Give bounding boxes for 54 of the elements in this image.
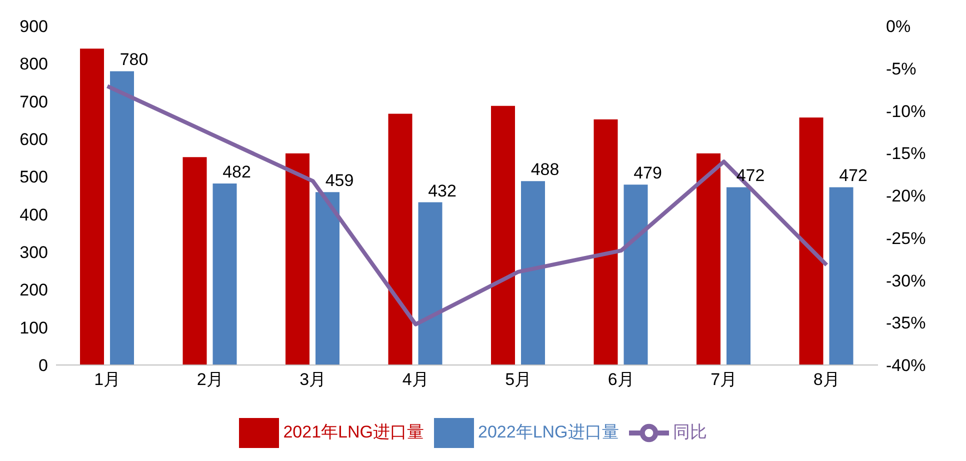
y-tick-label: 0 bbox=[38, 356, 48, 376]
x-tick-label: 2月 bbox=[196, 370, 224, 390]
line-series bbox=[105, 84, 829, 326]
y2-tick-label: -15% bbox=[886, 144, 926, 164]
x-tick-label: 1月 bbox=[94, 370, 121, 390]
y-tick-label: 500 bbox=[20, 168, 48, 187]
bar bbox=[726, 187, 750, 365]
y-tick-label: 900 bbox=[20, 17, 48, 36]
bar bbox=[80, 48, 104, 365]
data-label: 780 bbox=[120, 50, 148, 70]
y2-tick-label: 0% bbox=[886, 17, 911, 36]
bar bbox=[799, 118, 824, 365]
y2-tick-label: -35% bbox=[886, 314, 926, 333]
bar bbox=[286, 153, 310, 365]
data-label: 482 bbox=[222, 162, 251, 182]
x-tick-label: 8月 bbox=[813, 370, 840, 390]
y2-tick-label: -25% bbox=[886, 228, 926, 248]
y-tick-label: 700 bbox=[20, 92, 48, 112]
y2-tick-label: -5% bbox=[886, 59, 916, 78]
y-tick-label: 300 bbox=[20, 243, 48, 262]
bar bbox=[418, 202, 442, 365]
bar bbox=[521, 181, 545, 365]
y-tick-label: 600 bbox=[20, 130, 48, 150]
y2-tick-label: -30% bbox=[886, 271, 926, 290]
bar bbox=[316, 192, 340, 365]
bar bbox=[110, 71, 134, 365]
data-label: 479 bbox=[634, 164, 662, 183]
data-label: 488 bbox=[530, 160, 560, 180]
legend-label: 2021年LNG进口量 bbox=[283, 422, 424, 442]
y-tick-label: 400 bbox=[20, 205, 48, 224]
bar bbox=[696, 153, 720, 365]
data-label: 459 bbox=[325, 171, 354, 190]
bar bbox=[182, 157, 207, 365]
bar bbox=[594, 119, 618, 365]
x-tick-label: 5月 bbox=[505, 370, 532, 390]
y-tick-label: 100 bbox=[20, 318, 48, 338]
data-label: 432 bbox=[428, 181, 456, 200]
x-tick-label: 4月 bbox=[402, 370, 429, 390]
bar bbox=[212, 183, 237, 365]
data-label: 472 bbox=[839, 166, 868, 186]
bar bbox=[491, 106, 515, 365]
legend-label: 2022年LNG进口量 bbox=[478, 422, 619, 442]
y2-tick-label: -40% bbox=[886, 356, 926, 376]
y-tick-label: 800 bbox=[20, 54, 48, 74]
bar bbox=[624, 184, 648, 365]
legend-label: 同比 bbox=[672, 422, 707, 442]
x-tick-label: 7月 bbox=[710, 370, 738, 390]
x-tick-label: 3月 bbox=[300, 370, 326, 390]
y2-tick-label: -10% bbox=[886, 102, 926, 121]
bar bbox=[829, 187, 854, 365]
x-tick-label: 6月 bbox=[608, 370, 634, 390]
y-tick-label: 200 bbox=[20, 280, 48, 300]
y2-tick-label: -20% bbox=[886, 186, 926, 206]
bar bbox=[388, 114, 412, 365]
